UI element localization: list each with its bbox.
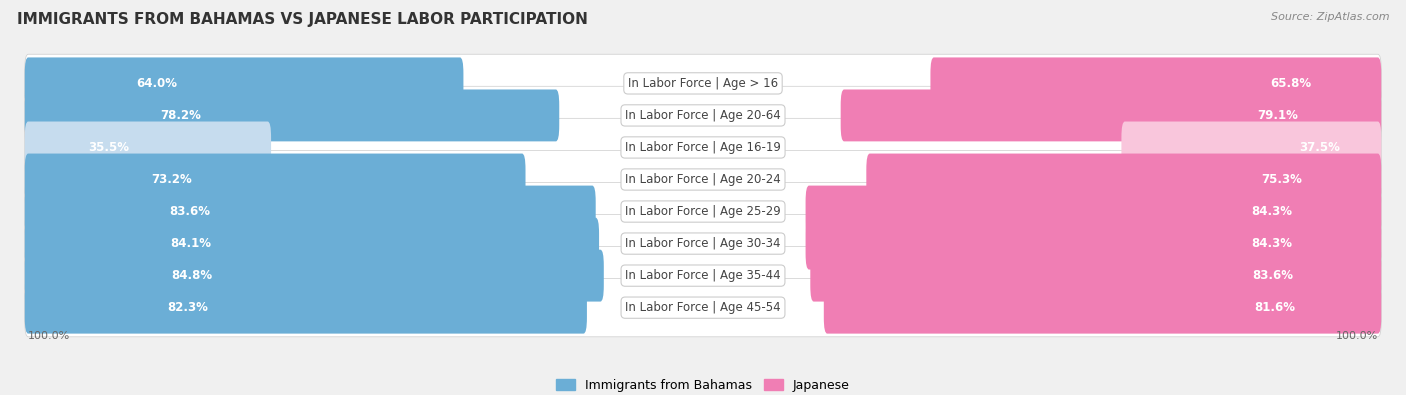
Text: In Labor Force | Age 20-64: In Labor Force | Age 20-64 — [626, 109, 780, 122]
FancyBboxPatch shape — [25, 150, 1381, 209]
FancyBboxPatch shape — [25, 54, 1381, 113]
FancyBboxPatch shape — [1122, 122, 1381, 173]
FancyBboxPatch shape — [25, 86, 1381, 145]
Text: 78.2%: 78.2% — [160, 109, 201, 122]
FancyBboxPatch shape — [810, 250, 1381, 301]
FancyBboxPatch shape — [25, 278, 1381, 337]
Text: In Labor Force | Age 20-24: In Labor Force | Age 20-24 — [626, 173, 780, 186]
FancyBboxPatch shape — [25, 214, 1381, 273]
Text: In Labor Force | Age 25-29: In Labor Force | Age 25-29 — [626, 205, 780, 218]
Text: 82.3%: 82.3% — [167, 301, 208, 314]
FancyBboxPatch shape — [841, 90, 1381, 141]
FancyBboxPatch shape — [824, 282, 1381, 334]
Text: In Labor Force | Age 30-34: In Labor Force | Age 30-34 — [626, 237, 780, 250]
Text: 35.5%: 35.5% — [89, 141, 129, 154]
Text: In Labor Force | Age 45-54: In Labor Force | Age 45-54 — [626, 301, 780, 314]
Text: 79.1%: 79.1% — [1257, 109, 1298, 122]
FancyBboxPatch shape — [25, 118, 1381, 177]
Text: 73.2%: 73.2% — [152, 173, 193, 186]
Text: 100.0%: 100.0% — [28, 331, 70, 341]
Text: 83.6%: 83.6% — [1253, 269, 1294, 282]
FancyBboxPatch shape — [25, 186, 596, 237]
Text: 84.1%: 84.1% — [170, 237, 211, 250]
FancyBboxPatch shape — [25, 122, 271, 173]
FancyBboxPatch shape — [806, 218, 1381, 269]
FancyBboxPatch shape — [25, 282, 586, 334]
Text: 75.3%: 75.3% — [1261, 173, 1302, 186]
Text: 65.8%: 65.8% — [1270, 77, 1312, 90]
FancyBboxPatch shape — [25, 218, 599, 269]
Text: 37.5%: 37.5% — [1299, 141, 1340, 154]
Text: 84.3%: 84.3% — [1251, 237, 1292, 250]
Text: IMMIGRANTS FROM BAHAMAS VS JAPANESE LABOR PARTICIPATION: IMMIGRANTS FROM BAHAMAS VS JAPANESE LABO… — [17, 12, 588, 27]
Text: 100.0%: 100.0% — [1336, 331, 1378, 341]
Text: 81.6%: 81.6% — [1254, 301, 1295, 314]
Text: 64.0%: 64.0% — [136, 77, 177, 90]
Legend: Immigrants from Bahamas, Japanese: Immigrants from Bahamas, Japanese — [551, 374, 855, 395]
FancyBboxPatch shape — [25, 154, 526, 205]
FancyBboxPatch shape — [866, 154, 1381, 205]
FancyBboxPatch shape — [25, 57, 464, 109]
Text: In Labor Force | Age > 16: In Labor Force | Age > 16 — [628, 77, 778, 90]
FancyBboxPatch shape — [806, 186, 1381, 237]
Text: In Labor Force | Age 16-19: In Labor Force | Age 16-19 — [626, 141, 780, 154]
Text: Source: ZipAtlas.com: Source: ZipAtlas.com — [1271, 12, 1389, 22]
FancyBboxPatch shape — [25, 250, 603, 301]
Text: 84.3%: 84.3% — [1251, 205, 1292, 218]
FancyBboxPatch shape — [931, 57, 1381, 109]
FancyBboxPatch shape — [25, 182, 1381, 241]
FancyBboxPatch shape — [25, 90, 560, 141]
Text: 84.8%: 84.8% — [172, 269, 212, 282]
Text: In Labor Force | Age 35-44: In Labor Force | Age 35-44 — [626, 269, 780, 282]
Text: 83.6%: 83.6% — [169, 205, 209, 218]
FancyBboxPatch shape — [25, 246, 1381, 305]
